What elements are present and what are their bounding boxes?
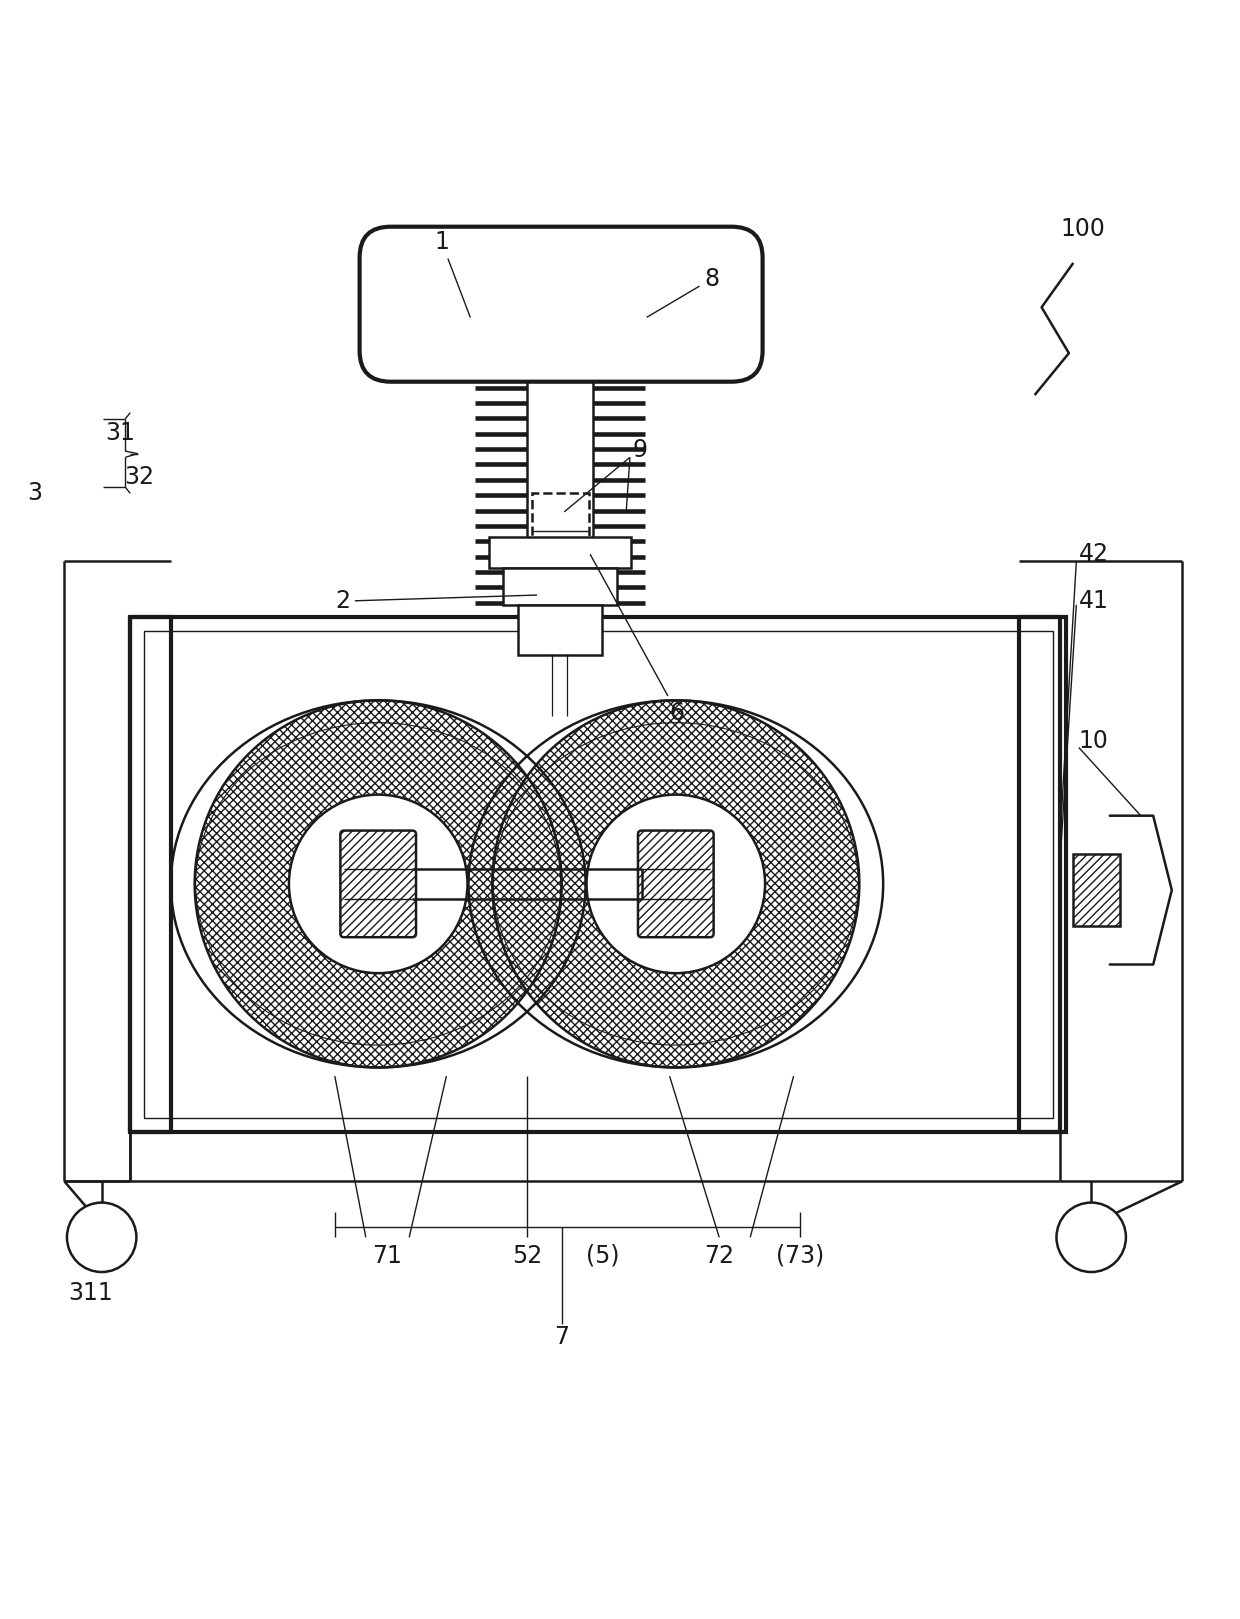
Text: 32: 32 <box>124 465 154 489</box>
Text: 311: 311 <box>68 1281 113 1305</box>
Text: 42: 42 <box>1079 542 1109 567</box>
Bar <box>532 494 589 610</box>
Text: 8: 8 <box>647 267 719 317</box>
Bar <box>1073 855 1120 926</box>
Circle shape <box>67 1203 136 1273</box>
Text: 2: 2 <box>335 589 537 614</box>
FancyBboxPatch shape <box>360 227 763 382</box>
Bar <box>517 606 603 654</box>
Bar <box>489 538 631 568</box>
Text: 72: 72 <box>704 1243 734 1268</box>
Text: 31: 31 <box>105 421 135 445</box>
Circle shape <box>587 795 765 973</box>
FancyBboxPatch shape <box>639 831 714 937</box>
Text: 9: 9 <box>632 437 647 461</box>
Circle shape <box>289 795 467 973</box>
FancyBboxPatch shape <box>340 831 415 937</box>
Text: 100: 100 <box>1060 217 1105 241</box>
Text: (5): (5) <box>585 1243 620 1268</box>
Text: 3: 3 <box>27 481 42 505</box>
Bar <box>144 631 1053 1119</box>
Circle shape <box>492 701 859 1067</box>
Text: (73): (73) <box>776 1243 823 1268</box>
Bar <box>1073 855 1120 926</box>
Text: 41: 41 <box>1079 589 1109 614</box>
Circle shape <box>195 701 562 1067</box>
Text: 7: 7 <box>554 1324 569 1349</box>
Bar <box>1073 855 1120 926</box>
Text: 71: 71 <box>372 1243 402 1268</box>
Text: 6: 6 <box>590 555 684 725</box>
Text: 52: 52 <box>512 1243 542 1268</box>
Bar <box>130 617 1066 1132</box>
Circle shape <box>1056 1203 1126 1273</box>
Text: 10: 10 <box>1079 729 1109 753</box>
Bar <box>503 568 618 606</box>
Text: 1: 1 <box>434 230 470 317</box>
